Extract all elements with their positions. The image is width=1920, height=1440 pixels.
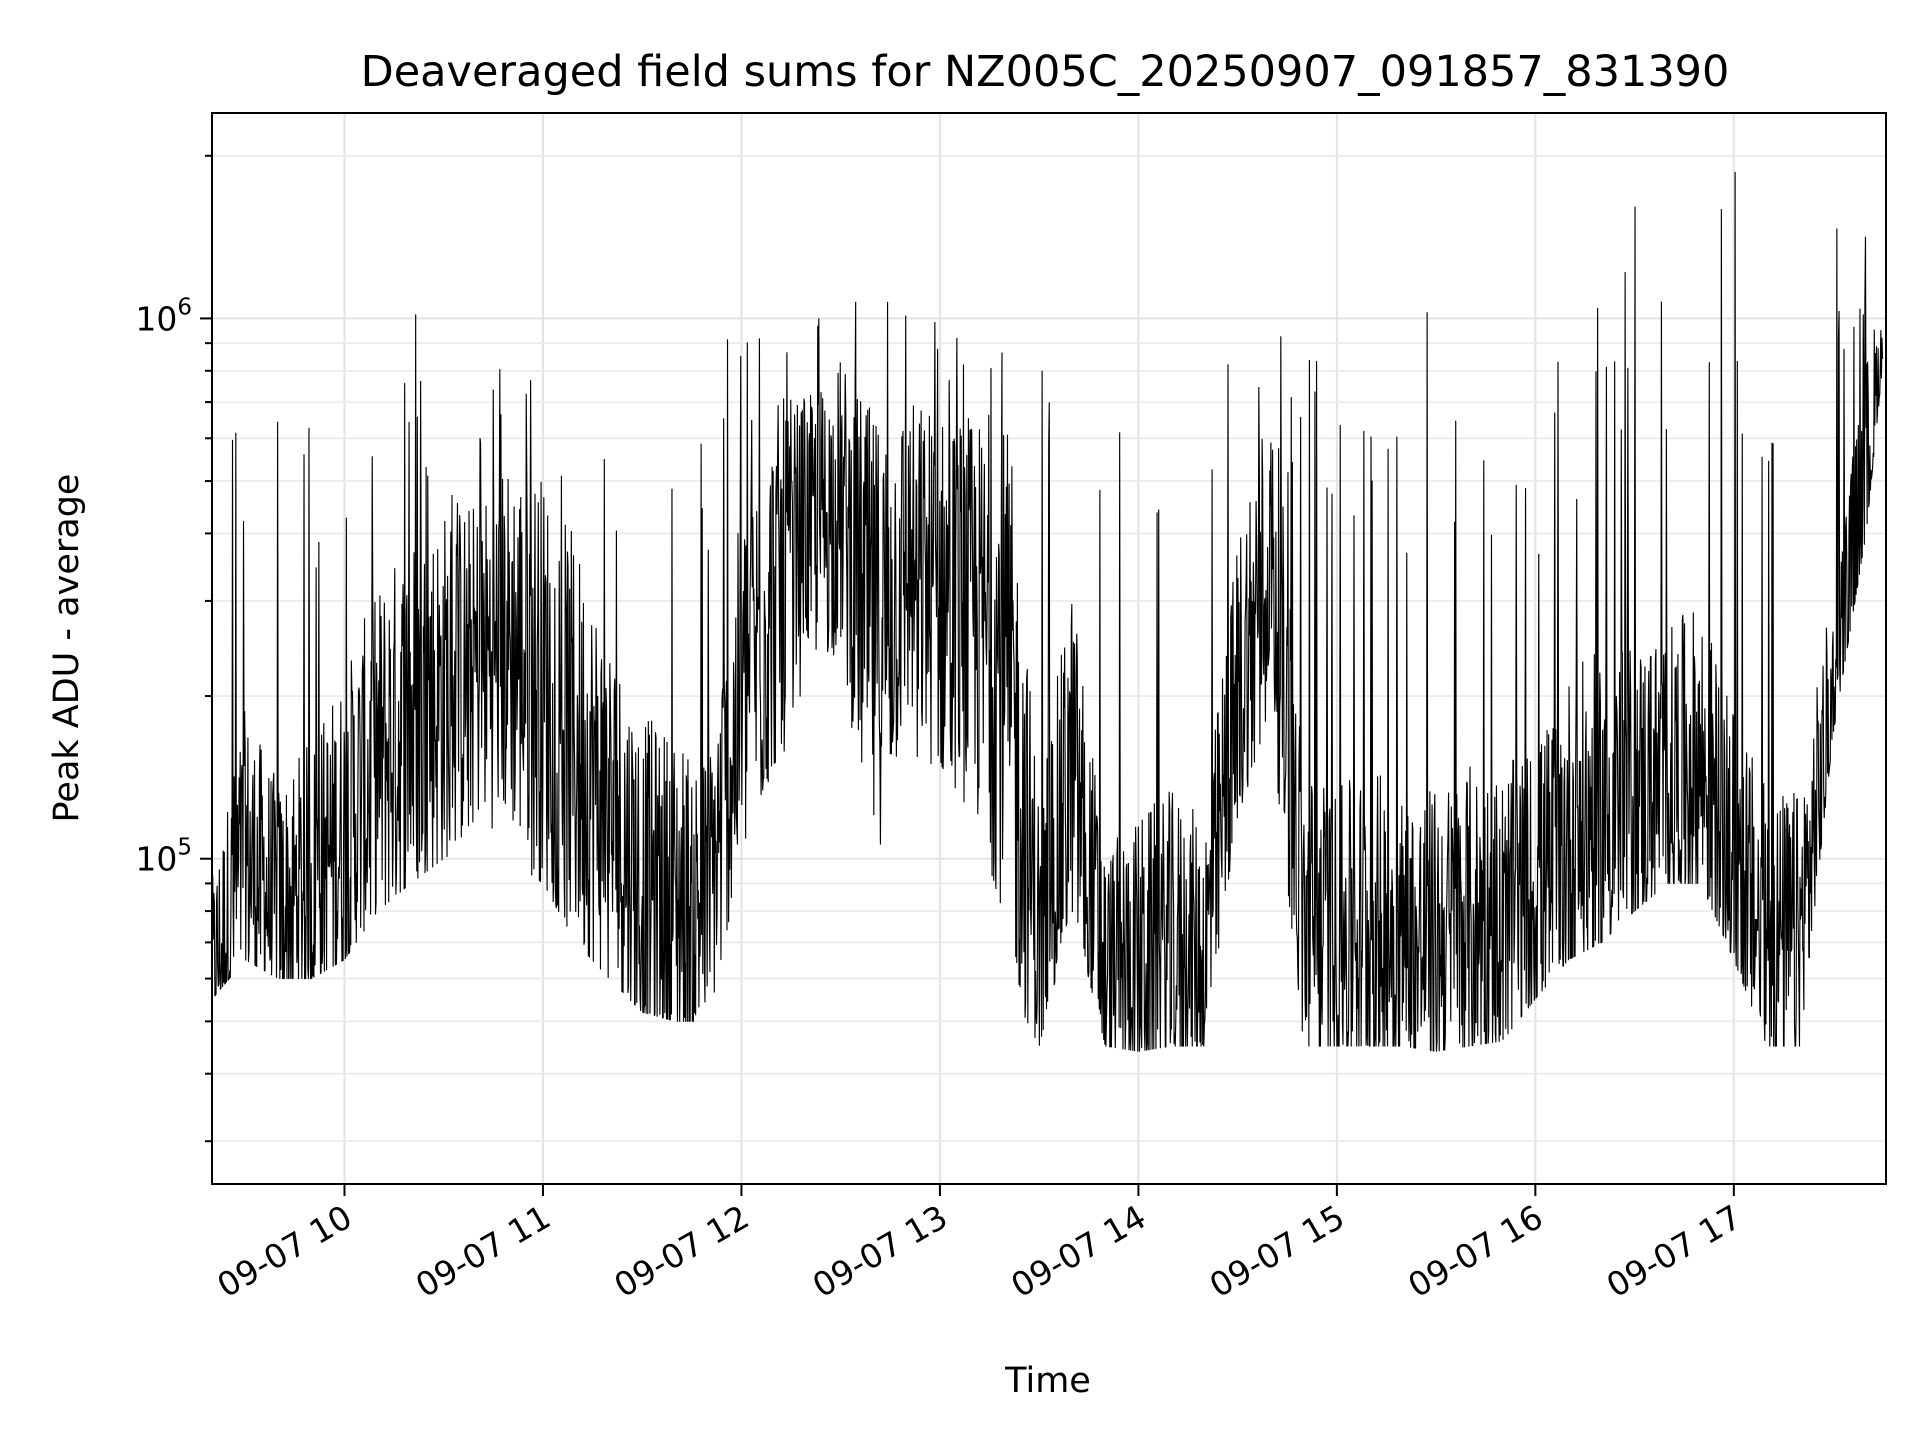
y-axis: 105 106	[135, 154, 212, 1143]
y-tick-label-1: 106	[135, 294, 192, 338]
chart-title: Deaveraged field sums for NZ005C_2025090…	[361, 47, 1730, 97]
x-axis-label: Time	[1004, 1361, 1091, 1401]
y-axis-label: Peak ADU - average	[47, 474, 87, 823]
series-layer	[211, 171, 1884, 1052]
series-line	[211, 171, 1884, 1052]
plot-frame	[211, 112, 1887, 1185]
y-tick-label-0: 105	[135, 835, 192, 879]
